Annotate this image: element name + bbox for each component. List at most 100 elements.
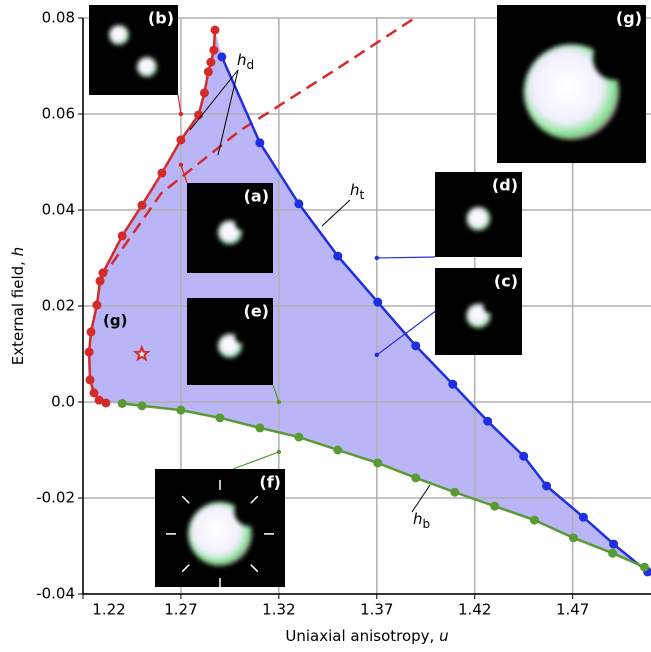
- data-point: [137, 401, 147, 411]
- data-point: [215, 413, 225, 423]
- data-point: [519, 451, 529, 461]
- inset-point: [276, 399, 282, 405]
- data-point: [609, 539, 619, 549]
- stable-region: [89, 30, 651, 572]
- skyrmion: [137, 57, 157, 77]
- data-point: [542, 481, 552, 491]
- data-point: [490, 501, 500, 511]
- curve-subscript: d: [247, 58, 255, 72]
- x-axis-title: Uniaxial anisotropy, u: [285, 627, 448, 645]
- curve: [99, 16, 416, 281]
- notch: [592, 37, 636, 80]
- data-point: [373, 458, 383, 468]
- data-point: [411, 341, 421, 351]
- star-label: (g): [103, 312, 127, 330]
- y-tick-label: 0.04: [42, 201, 75, 219]
- y-tick-label: -0.02: [36, 489, 75, 507]
- inset-label: (b): [148, 9, 174, 28]
- y-tick-label: 0.0: [51, 393, 75, 411]
- x-tick-label: 1.47: [556, 601, 589, 619]
- arrow: [181, 564, 190, 573]
- data-point: [137, 200, 147, 210]
- x-tick-label: 1.32: [262, 601, 295, 619]
- inset-label: (a): [244, 187, 269, 206]
- data-point: [117, 231, 127, 241]
- inset-leader: [177, 94, 182, 115]
- pointer: [321, 199, 351, 227]
- data-point: [210, 25, 220, 35]
- curve-subscript: b: [423, 517, 431, 531]
- curve-symbol: h: [413, 510, 423, 528]
- arrow: [250, 495, 259, 504]
- data-point: [203, 67, 213, 77]
- notch: [235, 218, 247, 230]
- data-point: [217, 52, 227, 62]
- x-tick-label: 1.37: [360, 601, 393, 619]
- inset-point: [178, 111, 184, 117]
- inset-label: (d): [492, 176, 518, 195]
- y-axis-title: External field, h: [9, 247, 27, 365]
- x-tick-label: 1.22: [92, 601, 125, 619]
- data-point: [86, 327, 96, 337]
- y-tick-label: 0.06: [42, 105, 75, 123]
- x-axis-title-text: Uniaxial anisotropy,: [285, 627, 439, 645]
- skyrmion: [466, 206, 491, 231]
- x-tick-label: 1.27: [164, 601, 197, 619]
- inset-leader: [376, 256, 436, 259]
- curve-subscript: t: [360, 188, 365, 202]
- pointer: [189, 69, 239, 131]
- data-point: [199, 88, 209, 98]
- curve-label: ht: [350, 181, 365, 202]
- curve-label: hb: [413, 510, 430, 531]
- curve-symbol: h: [350, 181, 360, 199]
- inset-point: [178, 162, 184, 168]
- pointer: [411, 484, 431, 513]
- y-tick-label: 0.08: [42, 9, 75, 27]
- x-axis-title-var: u: [439, 627, 449, 645]
- data-point: [411, 473, 421, 483]
- data-point: [176, 135, 186, 145]
- inset-leader: [232, 451, 280, 470]
- data-point: [117, 398, 127, 408]
- inset-label: (c): [494, 272, 518, 291]
- data-point: [373, 297, 383, 307]
- data-point: [333, 445, 343, 455]
- skyrmion: [109, 25, 129, 45]
- data-point: [483, 416, 493, 426]
- data-point: [640, 562, 650, 572]
- y-axis-title-var: h: [9, 247, 27, 257]
- data-point: [255, 138, 265, 148]
- curve-symbol: h: [237, 51, 247, 69]
- data-point: [89, 388, 99, 398]
- star-marker: [132, 344, 151, 362]
- notch: [235, 332, 247, 343]
- data-point: [294, 432, 304, 442]
- y-axis-title-text: External field,: [9, 256, 27, 365]
- inset-leader: [180, 164, 188, 184]
- data-point: [101, 398, 111, 408]
- notch: [234, 497, 264, 526]
- data-point: [84, 347, 94, 357]
- inset-image: [89, 5, 178, 95]
- data-point: [94, 395, 104, 405]
- inset-leader: [376, 311, 436, 356]
- inset-point: [374, 352, 379, 358]
- data-point: [448, 379, 458, 389]
- data-point: [450, 487, 460, 497]
- arrow: [250, 564, 259, 573]
- inset-point: [276, 449, 282, 455]
- notch: [483, 301, 495, 313]
- data-point: [206, 57, 216, 67]
- arrow: [181, 495, 190, 504]
- data-point: [333, 251, 343, 261]
- inset-label: (e): [244, 302, 269, 321]
- inset-leader: [272, 384, 280, 403]
- y-tick-label: -0.04: [36, 585, 75, 603]
- data-point: [529, 515, 539, 525]
- inset-label: (f): [259, 473, 281, 492]
- data-point: [608, 548, 618, 558]
- data-point: [176, 405, 186, 415]
- data-point: [209, 45, 219, 55]
- pointer: [217, 69, 239, 156]
